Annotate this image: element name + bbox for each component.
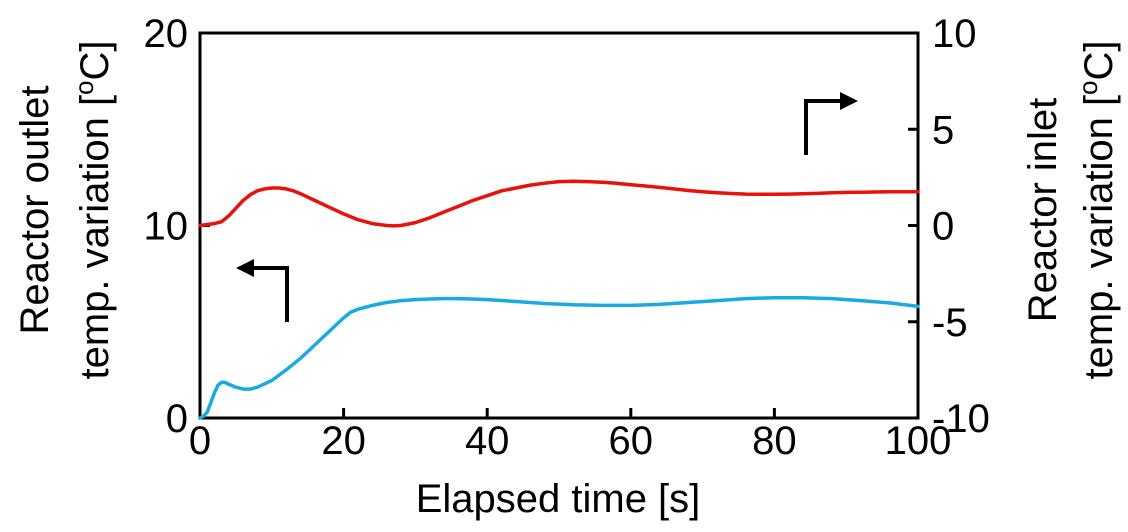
y-left-tick-label: 20: [144, 12, 189, 56]
series-line-inlet: [198, 179, 920, 228]
y-right-tick-label: 10: [932, 12, 977, 56]
plot-frame-rect: [198, 31, 920, 420]
left-y-axis-title-degree: o: [69, 80, 99, 94]
right-y-axis-title-line2: temp. variation [: [1077, 95, 1121, 380]
x-axis-title: Elapsed time [s]: [416, 477, 701, 521]
annotations: [236, 92, 858, 322]
plot-frame: [198, 31, 920, 420]
arrow-pointing-right-axis: [804, 92, 858, 155]
right-y-axis-title-2: temp. variation [oC]: [1073, 40, 1121, 379]
series-line-outlet: [198, 295, 920, 420]
y-right-tick-label: -10: [932, 397, 990, 441]
y-left-tick-label: 10: [144, 205, 189, 249]
right-y-axis-title-degree: o: [1073, 80, 1103, 94]
x-tick-label: 20: [321, 419, 366, 463]
right-y-axis-title-line1: Reactor inlet: [1021, 98, 1065, 323]
y-right-tick-label: -5: [932, 301, 968, 345]
left-y-axis-title-line1: Reactor outlet: [13, 85, 57, 334]
y-right-tick-label: 0: [932, 205, 954, 249]
right-y-axis-title: Reactor inlet: [1021, 98, 1065, 323]
arrow-pointing-left-axis: [236, 259, 289, 322]
left-y-axis-title-2: temp. variation [oC]: [69, 40, 117, 379]
left-y-axis-title: Reactor outlet: [13, 85, 57, 334]
right-y-axis-title-unit: C]: [1077, 40, 1121, 80]
left-y-axis-title-line2: temp. variation [: [73, 95, 117, 380]
left-y-axis-title-unit: C]: [73, 40, 117, 80]
x-tick-label: 0: [189, 419, 211, 463]
series: [198, 179, 920, 420]
y-right-tick-label: 5: [932, 108, 954, 152]
x-tick-label: 100: [885, 419, 952, 463]
x-tick-label: 40: [465, 419, 510, 463]
y-left-tick-label: 0: [166, 397, 188, 441]
x-tick-label: 60: [609, 419, 654, 463]
ticks: 0 20 40 60 80 100 0 10 20 -10 -5 0 5 10: [144, 12, 990, 463]
x-tick-label: 80: [752, 419, 797, 463]
